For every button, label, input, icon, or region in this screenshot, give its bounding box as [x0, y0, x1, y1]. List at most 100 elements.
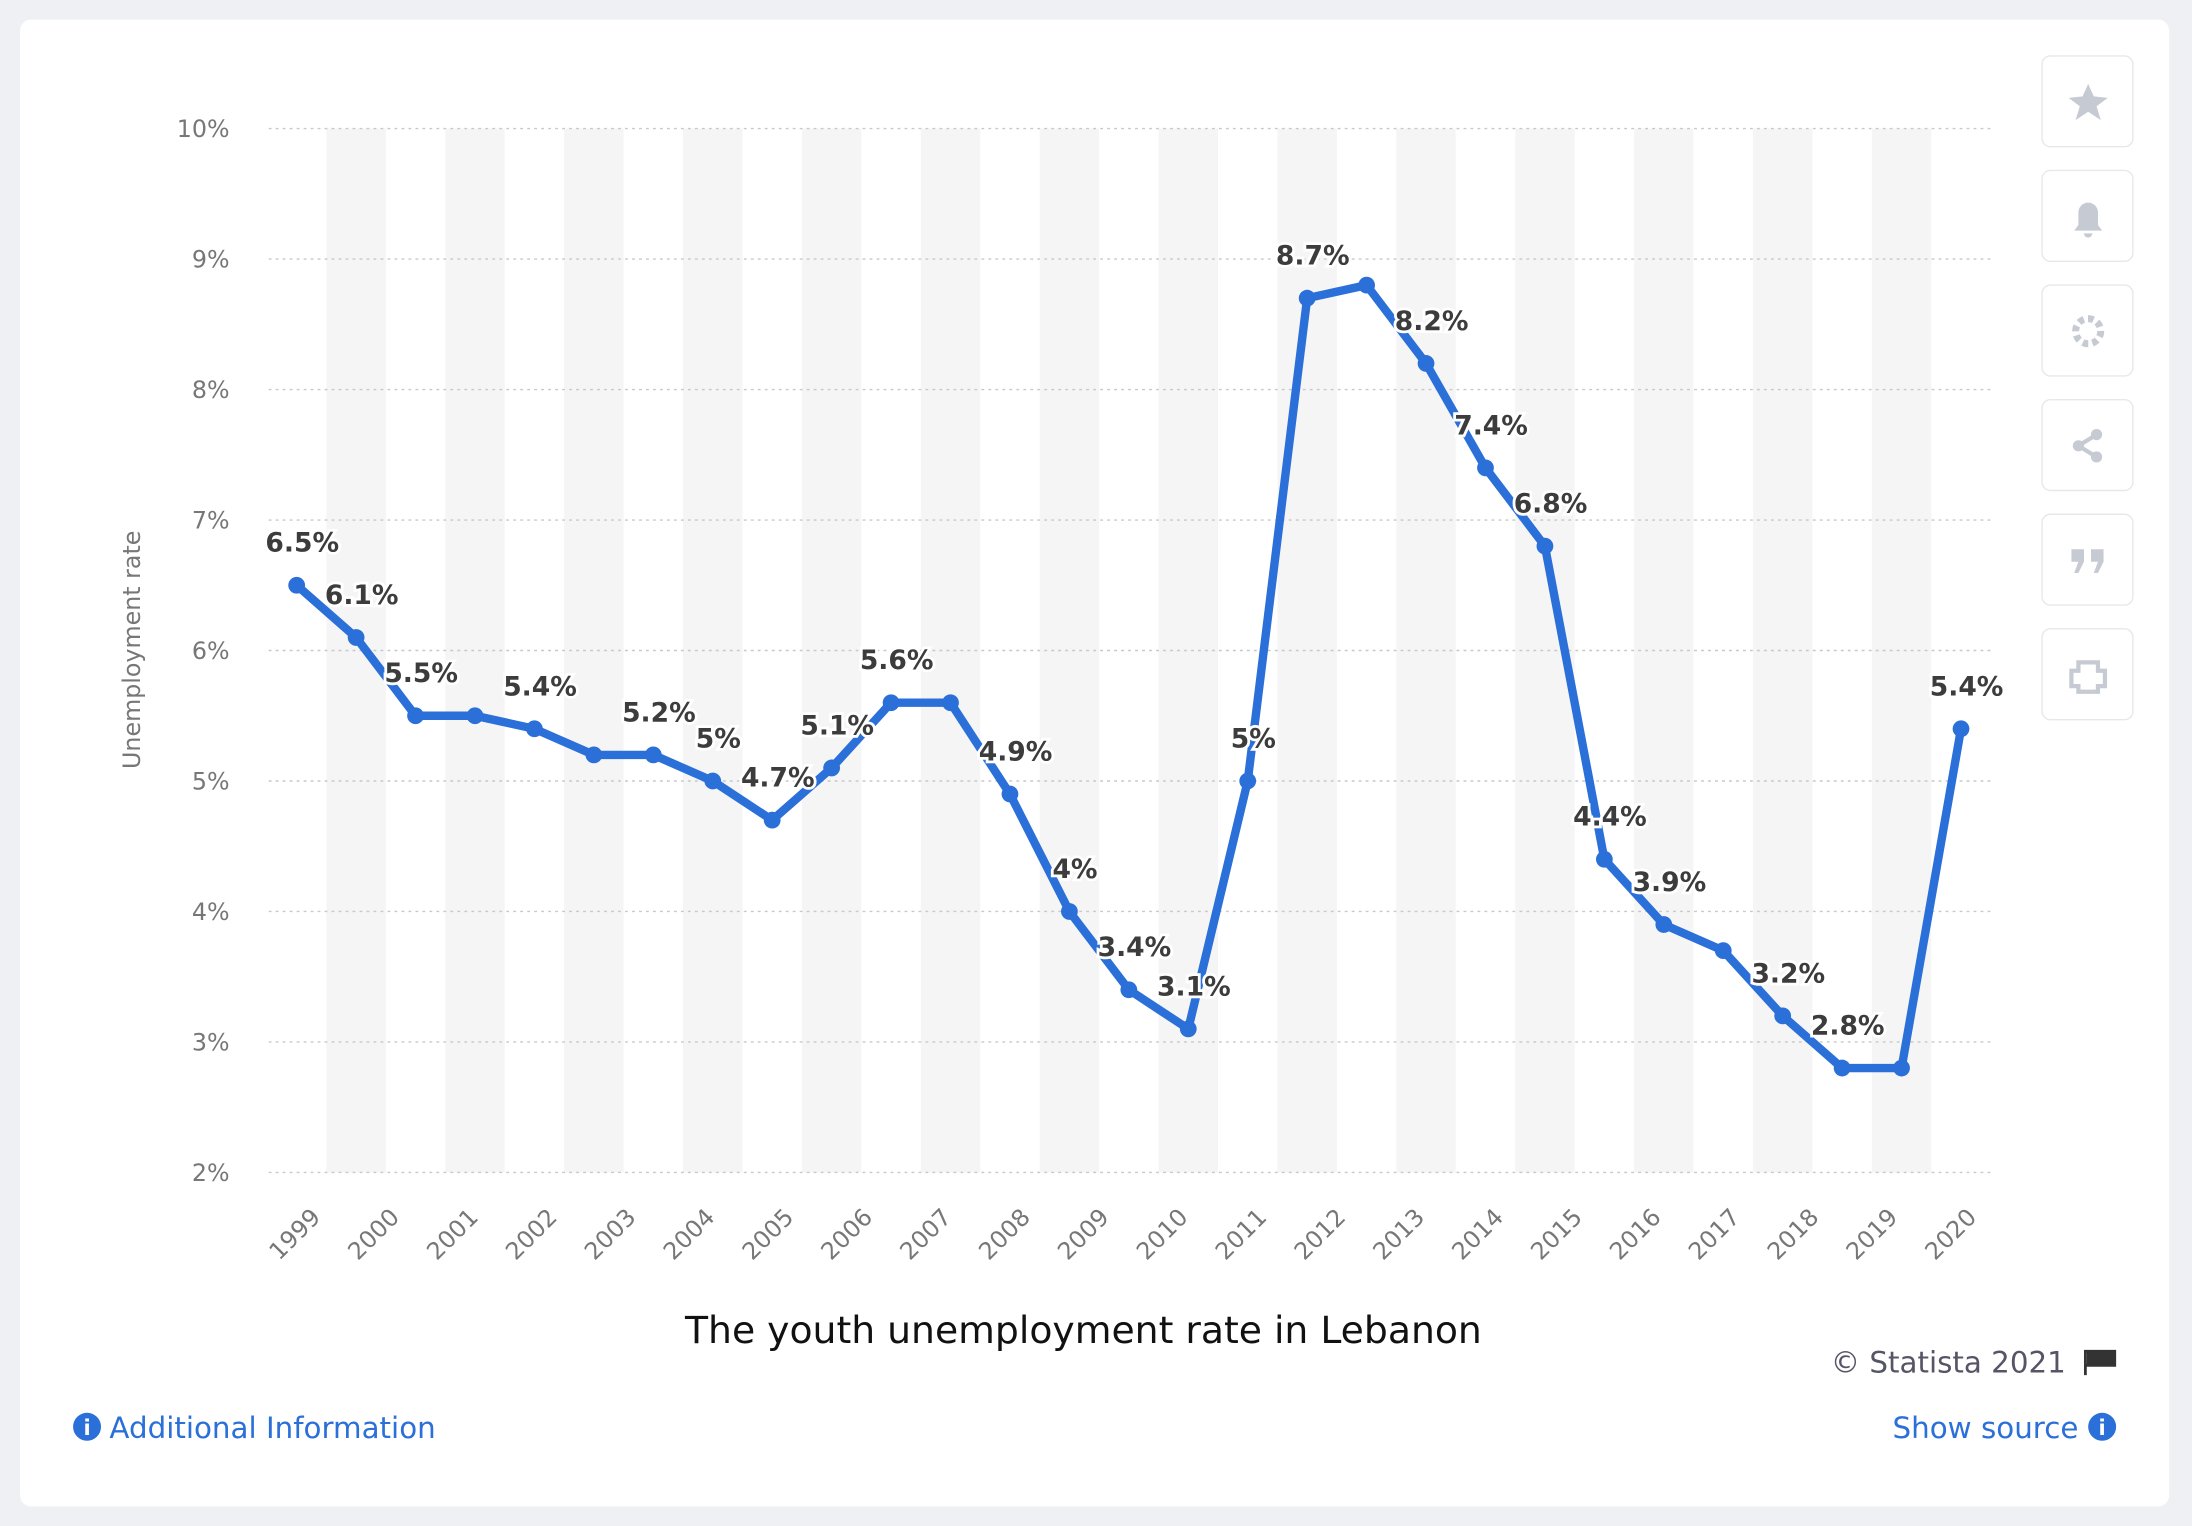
- column-stripe: [1871, 128, 1932, 1173]
- column-stripe: [445, 128, 505, 1173]
- data-label: 4.9%: [979, 737, 1053, 768]
- point: [1774, 1007, 1792, 1025]
- data-label: 6.8%: [1514, 489, 1588, 520]
- data-label: 5.1%: [800, 710, 874, 741]
- info-icon-glyph: i: [2099, 1416, 2106, 1440]
- y-tick-label: 7%: [192, 506, 230, 534]
- data-label: 3.2%: [1751, 958, 1825, 989]
- data-label: 4%: [1052, 854, 1097, 885]
- data-label: 5.2%: [622, 697, 696, 728]
- cite-button[interactable]: [2041, 513, 2134, 606]
- point: [1595, 850, 1613, 868]
- data-label: 4.4%: [1573, 802, 1647, 833]
- column-stripe: [564, 128, 624, 1173]
- point: [1001, 785, 1019, 803]
- y-tick-label: 6%: [192, 637, 230, 665]
- column-stripe: [1396, 128, 1456, 1173]
- y-tick-label: 10%: [177, 115, 230, 143]
- point: [1239, 772, 1257, 790]
- data-label: 5.4%: [503, 671, 577, 702]
- y-tick-label: 3%: [192, 1028, 230, 1056]
- y-tick-label: 8%: [192, 376, 230, 404]
- data-label: 3.9%: [1633, 867, 1707, 898]
- quote-icon: [2071, 549, 2104, 573]
- data-label: 6.5%: [265, 528, 339, 559]
- point: [1061, 903, 1078, 920]
- point: [407, 707, 424, 725]
- show-source-link[interactable]: Show source: [1893, 1411, 2079, 1445]
- info-icon-glyph: i: [83, 1416, 90, 1440]
- stripes: [326, 128, 1932, 1173]
- column-stripe: [1277, 128, 1337, 1173]
- star-icon: [2068, 83, 2108, 121]
- share-button[interactable]: [2041, 398, 2134, 492]
- data-label: 2.8%: [1811, 1011, 1885, 1042]
- point: [882, 694, 900, 712]
- gear-icon: [2072, 315, 2105, 348]
- y-tick-label: 4%: [192, 898, 230, 926]
- y-tick-label: 5%: [192, 767, 230, 795]
- point: [942, 694, 959, 712]
- data-label: 7.4%: [1454, 410, 1528, 441]
- point: [644, 746, 662, 764]
- column-stripe: [920, 128, 981, 1173]
- point: [288, 576, 306, 594]
- point: [1358, 276, 1375, 294]
- point: [1298, 289, 1316, 307]
- bell-icon: [2074, 202, 2103, 238]
- data-label: 4.7%: [741, 763, 815, 794]
- chart-title: The youth unemployment rate in Lebanon: [684, 1308, 1482, 1352]
- additional-info-link[interactable]: Additional Information: [109, 1411, 435, 1445]
- settings-button[interactable]: [2041, 284, 2134, 377]
- point: [585, 746, 603, 764]
- copyright: © Statista 2021: [1831, 1345, 2066, 1379]
- point: [1417, 355, 1435, 372]
- column-stripe: [801, 128, 862, 1173]
- data-label: 6.1%: [325, 580, 399, 611]
- point: [347, 629, 365, 646]
- data-label: 5.6%: [860, 645, 934, 676]
- column-stripe: [683, 128, 743, 1173]
- point: [823, 759, 841, 777]
- column-stripe: [1634, 128, 1694, 1173]
- data-label: 5%: [696, 723, 741, 754]
- column-stripe: [1039, 128, 1100, 1173]
- printer-icon: [2069, 660, 2108, 694]
- point: [1477, 459, 1494, 477]
- data-label: 8.2%: [1395, 306, 1469, 337]
- y-tick-label: 9%: [192, 245, 230, 273]
- share-icon-dot: [2090, 429, 2103, 441]
- point: [1952, 720, 1970, 738]
- point: [763, 811, 781, 829]
- data-label: 3.1%: [1157, 971, 1231, 1002]
- info-icon: [73, 1412, 102, 1441]
- share-icon-dot: [2072, 440, 2084, 452]
- data-label: 5.5%: [384, 658, 458, 689]
- data-label: 5%: [1231, 723, 1276, 754]
- y-axis-title: Unemployment rate: [118, 531, 146, 769]
- data-label: 3.4%: [1098, 932, 1172, 963]
- column-stripe: [1158, 128, 1219, 1173]
- flag-icon: [2083, 1349, 2117, 1376]
- point: [1179, 1020, 1197, 1038]
- point: [1536, 537, 1554, 555]
- point: [704, 772, 722, 790]
- point: [1120, 981, 1138, 999]
- print-button[interactable]: [2041, 628, 2134, 721]
- y-tick-label: 2%: [192, 1159, 230, 1187]
- data-label: 8.7%: [1276, 241, 1350, 272]
- point: [1893, 1059, 1910, 1077]
- point: [1833, 1059, 1851, 1077]
- point: [526, 720, 543, 738]
- point: [1655, 916, 1673, 933]
- side-buttons: [2041, 55, 2134, 721]
- data-label: 5.4%: [1930, 671, 2004, 702]
- column-stripe: [326, 128, 386, 1173]
- plot: 6.5%6.1%5.5% 5.4%5.2%5%4.7%5.1%5.6%4.9%4%…: [263, 238, 2006, 1077]
- info-icon: [2088, 1412, 2117, 1441]
- point: [466, 707, 484, 725]
- point: [1714, 942, 1732, 960]
- share-icon-dot: [2090, 451, 2103, 463]
